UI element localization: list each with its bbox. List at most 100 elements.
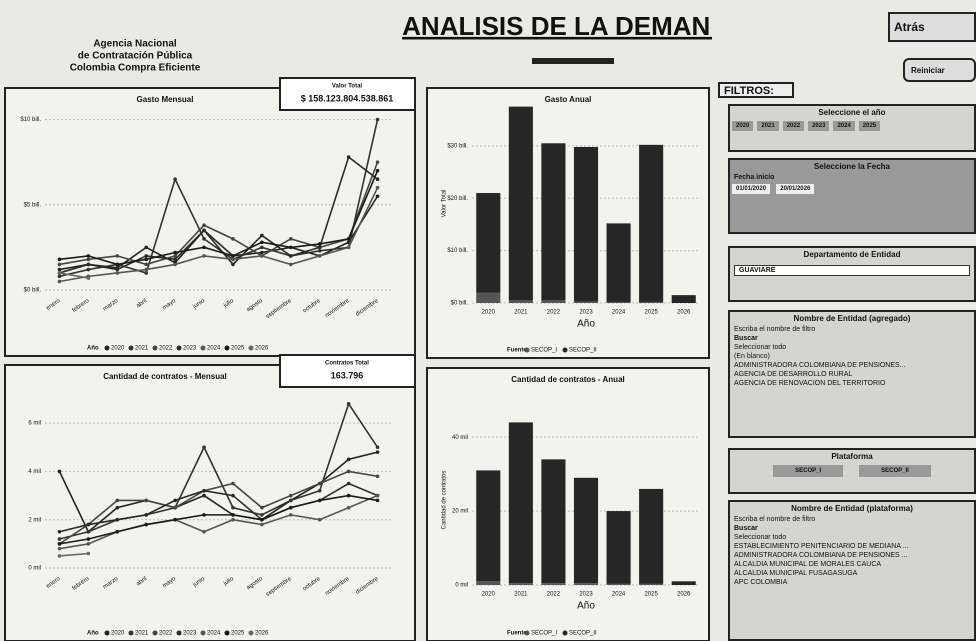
year-button[interactable]: 2021 <box>757 121 779 131</box>
point <box>231 237 235 241</box>
point <box>57 542 62 546</box>
platform-button[interactable]: SECOP_II <box>859 465 931 477</box>
dept-dropdown[interactable]: GUAVIARE <box>734 265 970 276</box>
entity-item[interactable]: ALCALDIA MUNICIPAL DE MORALES CAUCA <box>734 561 882 568</box>
entity-item[interactable]: ALCALDIA MUNICIPAL FUSAGASUGA <box>734 570 858 577</box>
point <box>57 279 62 284</box>
entity-item[interactable]: AGENCIA DE DESARROLLO RURAL <box>734 371 853 378</box>
point <box>86 267 91 272</box>
legend-swatch <box>104 345 110 351</box>
legend-label: 2023 <box>183 346 197 352</box>
point <box>202 445 206 450</box>
legend-label: SECOP_I <box>531 348 557 354</box>
point <box>86 276 91 280</box>
x-tick-label: 2026 <box>677 592 691 598</box>
charts: Agencia Nacional de Contratación Pública… <box>4 11 712 641</box>
legend-label: 2022 <box>159 346 173 352</box>
x-tick-label: 2022 <box>547 592 561 598</box>
year-button[interactable]: 2023 <box>808 121 830 131</box>
point <box>231 262 235 267</box>
point <box>317 498 322 503</box>
point <box>57 537 62 541</box>
x-tick-label: 2025 <box>644 592 658 598</box>
point <box>173 505 177 510</box>
hint: Escriba el nombre de filtro <box>734 326 816 333</box>
point <box>260 505 264 510</box>
point <box>346 457 351 462</box>
entity-list: Seleccionar todo ESTABLECIMIENTO PENITENC… <box>730 533 974 587</box>
bar-segment <box>476 292 501 303</box>
point <box>346 505 351 510</box>
line <box>59 482 378 533</box>
point <box>375 185 380 190</box>
entity-item[interactable]: APC COLOMBIA <box>734 579 788 586</box>
back-button[interactable]: Atrás <box>888 12 976 42</box>
chart-title: Cantidad de contratos - Anual <box>511 375 625 384</box>
entity-item[interactable]: (En blanco) <box>734 353 770 360</box>
point <box>260 240 264 245</box>
point <box>260 245 264 250</box>
entity-item[interactable]: Seleccionar todo <box>734 534 787 541</box>
point <box>115 505 120 510</box>
x-tick-label: 2022 <box>547 310 561 316</box>
point <box>86 257 91 262</box>
date-from[interactable]: 01/01/2020 <box>732 184 771 194</box>
point <box>202 228 206 233</box>
reset-button[interactable]: Reiniciar <box>903 58 976 82</box>
point <box>144 498 149 503</box>
x-tick-label: julio <box>222 298 236 310</box>
legend-swatch <box>176 345 182 351</box>
point <box>317 254 322 258</box>
point <box>375 474 380 479</box>
entity-item[interactable]: AGENCIA DE RENOVACION DEL TERRITORIO <box>734 380 886 387</box>
bar-segment <box>541 459 566 584</box>
entity-item[interactable]: Seleccionar todo <box>734 344 787 351</box>
point <box>202 488 206 493</box>
point <box>375 493 380 498</box>
bar-segment <box>671 295 696 303</box>
entity-item[interactable]: ADMINISTRADORA COLOMBIANA DE PENSIONES .… <box>734 552 908 559</box>
entity-item[interactable]: ESTABLECIMIENTO PENITENCIARIO DE MEDIANA… <box>734 543 909 550</box>
legend-label: SECOP_II <box>569 631 597 637</box>
platform-button[interactable]: SECOP_I <box>773 465 844 477</box>
point <box>173 177 177 181</box>
year-button[interactable]: 2025 <box>858 121 881 131</box>
point <box>260 517 264 522</box>
legend-label: SECOP_II <box>569 348 597 354</box>
search[interactable]: Buscar <box>734 525 758 532</box>
legend-label: 2025 <box>231 346 245 352</box>
agency: de Contratación Pública <box>78 51 193 62</box>
point <box>144 245 149 250</box>
platform-filter: Plataforma SECOP_I SECOP_II <box>728 448 976 494</box>
point <box>144 262 149 267</box>
x-tick-label: 2023 <box>579 592 593 598</box>
bar-segment <box>573 583 599 585</box>
label: Nombre de Entidad (plataforma) <box>791 504 913 513</box>
point <box>288 237 293 241</box>
point <box>288 262 293 267</box>
entity-item[interactable]: ADMINISTRADORA COLOMBIANA DE PENSIONES..… <box>734 362 906 369</box>
year-button[interactable]: 2022 <box>782 121 805 131</box>
x-tick-label: 2024 <box>612 592 626 598</box>
search[interactable]: Buscar <box>734 335 758 342</box>
y-tick-label: 0 mil <box>28 566 41 572</box>
platform-buttons: SECOP_I SECOP_II <box>730 463 974 479</box>
point <box>57 554 62 558</box>
label: Seleccione el año <box>818 108 886 117</box>
date-to[interactable]: 20/01/2026 <box>776 184 815 194</box>
chart-frame <box>4 364 416 641</box>
point <box>57 469 62 474</box>
point <box>231 505 235 510</box>
point <box>346 481 351 486</box>
point <box>173 250 177 255</box>
point <box>317 488 322 493</box>
point <box>144 267 149 272</box>
year-button[interactable]: 2020 <box>732 121 754 131</box>
legend-swatch <box>152 630 158 636</box>
point <box>231 513 235 517</box>
point <box>317 481 322 486</box>
year-button[interactable]: 2024 <box>833 121 855 131</box>
bar-segment <box>573 146 599 302</box>
legend-swatch <box>128 345 134 351</box>
